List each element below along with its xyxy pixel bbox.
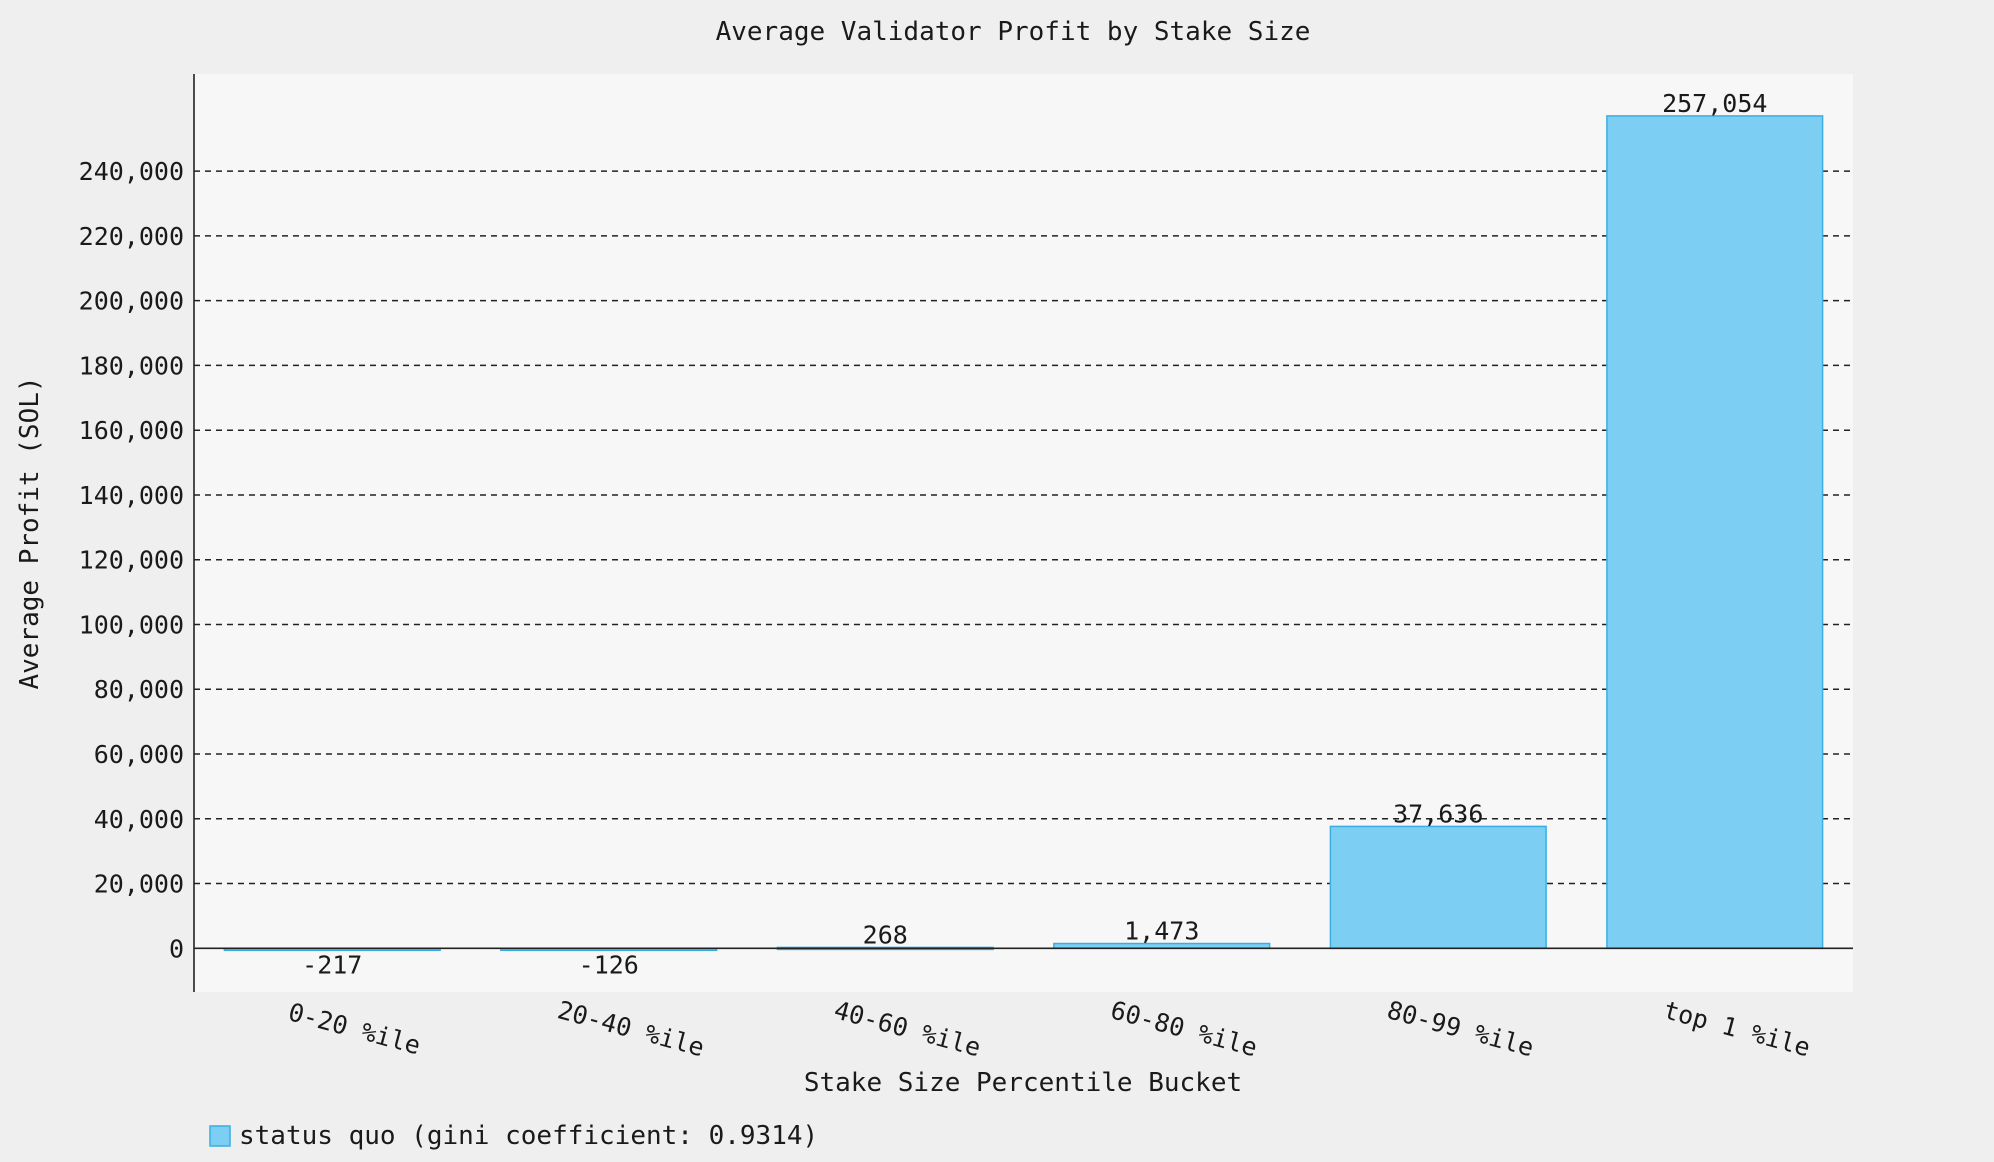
- y-tick-label: 80,000: [94, 675, 184, 704]
- bar: [1606, 115, 1824, 950]
- y-tick-label: 180,000: [79, 351, 184, 380]
- bar-value-label: 257,054: [1662, 89, 1767, 118]
- legend-label: status quo (gini coefficient: 0.9314): [239, 1121, 818, 1151]
- y-axis-label: Average Profit (SOL): [15, 376, 45, 689]
- y-tick-label: 160,000: [79, 416, 184, 445]
- y-tick-label: 40,000: [94, 805, 184, 834]
- y-tick-label: 140,000: [79, 481, 184, 510]
- y-tick-label: 240,000: [79, 157, 184, 186]
- x-tick-label: 0-20 %ile: [285, 997, 423, 1060]
- bars: [223, 115, 1824, 952]
- x-axis-ticks: 0-20 %ile 20-40 %ile 40-60 %ile 60-80 %ile 8…: [285, 995, 1813, 1062]
- y-tick-label: 20,000: [94, 870, 184, 899]
- y-tick-label: 200,000: [79, 287, 184, 316]
- gridlines: [194, 170, 1853, 885]
- y-axis-ticks: 0 20,000 40,000 60,000 80,000 100,000 120,000 1…: [79, 157, 184, 963]
- y-tick-label: 0: [169, 934, 184, 963]
- y-tick-label: 120,000: [79, 546, 184, 575]
- y-tick-label: 100,000: [79, 610, 184, 639]
- bar-value-label: 1,473: [1124, 917, 1199, 946]
- x-tick-label: top 1 %ile: [1661, 995, 1814, 1062]
- x-tick-label: 40-60 %ile: [831, 995, 984, 1062]
- legend: status quo (gini coefficient: 0.9314): [209, 1121, 818, 1151]
- legend-swatch: [209, 1125, 231, 1147]
- y-tick-label: 220,000: [79, 222, 184, 251]
- bar-value-label: 37,636: [1393, 799, 1483, 828]
- x-tick-label: 60-80 %ile: [1108, 995, 1261, 1062]
- x-tick-label: 20-40 %ile: [555, 995, 708, 1062]
- data-labels: -217 -126 268 1,473 37,636 257,054: [302, 89, 1767, 979]
- x-tick-label: 80-99 %ile: [1384, 995, 1537, 1062]
- plot-area: [194, 74, 1853, 992]
- x-axis-label: Stake Size Percentile Bucket: [804, 1068, 1242, 1098]
- bar: [1329, 825, 1547, 950]
- chart-title: Average Validator Profit by Stake Size: [716, 17, 1311, 47]
- bar-value-label: -126: [579, 950, 639, 979]
- bar-value-label: -217: [302, 950, 362, 979]
- bar-value-label: 268: [863, 920, 908, 949]
- y-tick-label: 60,000: [94, 740, 184, 769]
